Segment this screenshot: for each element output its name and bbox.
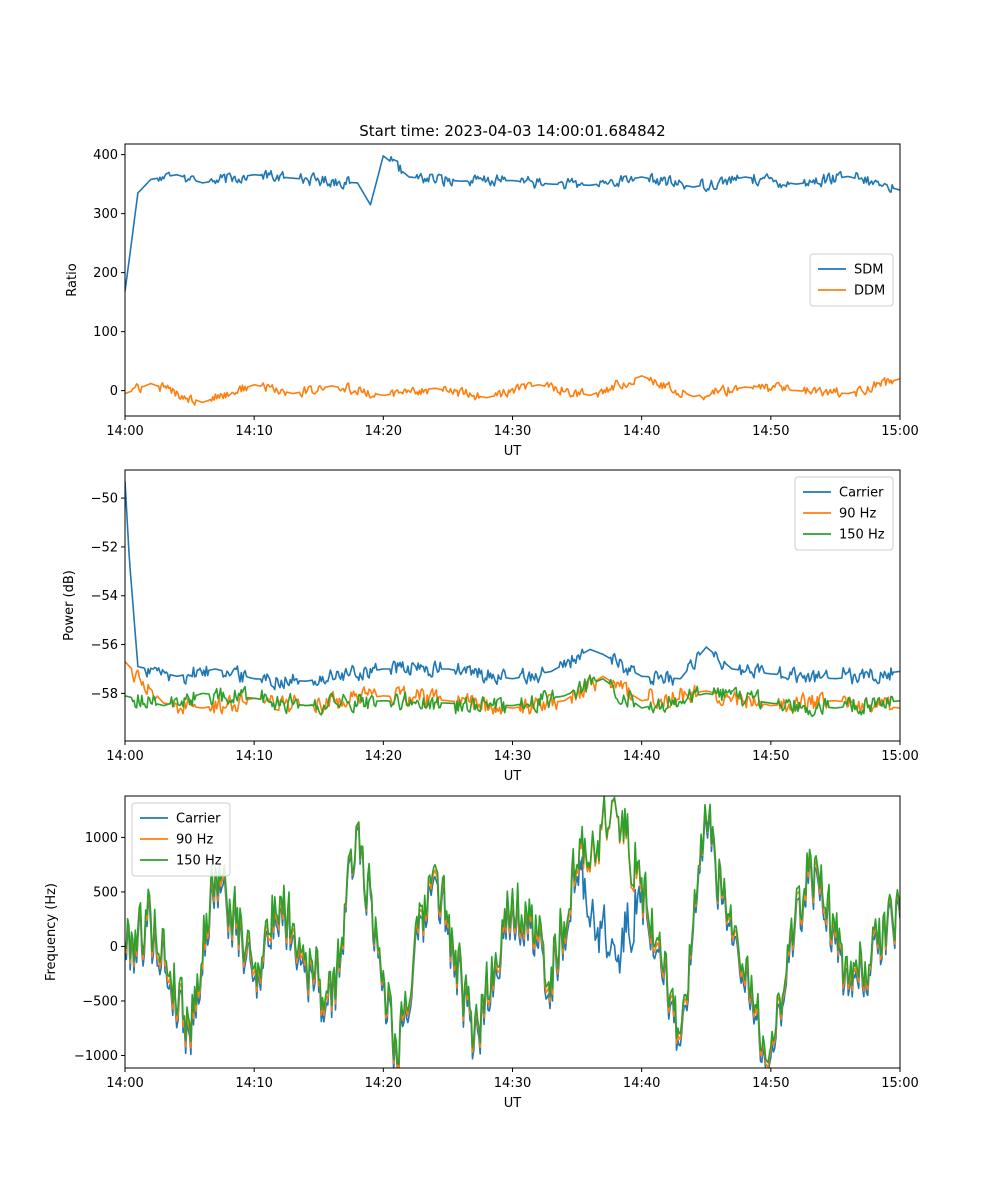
x-tick-label: 14:30	[494, 424, 531, 439]
x-axis-label: UT	[504, 769, 522, 784]
x-tick-label: 14:50	[752, 1076, 789, 1091]
legend: Carrier 90 Hz 150 Hz	[794, 476, 894, 551]
x-tick-label: 14:50	[752, 749, 789, 764]
panel-power: 14:00 14:10 14:20 14:30 14:40 14:50 15:00 −58 −5…	[62, 469, 919, 784]
plot-area	[125, 155, 900, 406]
series-line-90-hz	[125, 796, 900, 1068]
x-tick-label: 15:00	[881, 749, 918, 764]
legend-label: 90 Hz	[176, 833, 213, 848]
y-tick-label: 400	[93, 148, 118, 163]
x-tick-label: 14:10	[235, 1076, 272, 1091]
y-axis-label: Frequency (Hz)	[44, 883, 59, 981]
legend-label: Carrier	[176, 812, 221, 827]
legend: Carrier 90 Hz 150 Hz	[131, 802, 231, 877]
panel-ratio: 14:00 14:10 14:20 14:30 14:40 14:50 15:00 0 100 2…	[65, 143, 919, 459]
x-axis-label: UT	[504, 1096, 522, 1111]
legend-label: SDM	[854, 263, 883, 278]
x-tick-label: 14:20	[365, 749, 402, 764]
series-line-carrier	[125, 810, 900, 1068]
y-tick-label: 0	[110, 940, 118, 955]
y-tick-label: 500	[93, 885, 118, 900]
series-line-150-hz	[125, 796, 900, 1065]
x-tick-label: 15:00	[881, 1076, 918, 1091]
y-axis-label: Ratio	[65, 263, 80, 296]
panel-frequency: 14:00 14:10 14:20 14:30 14:40 14:50 15:00 −1000…	[44, 795, 919, 1111]
legend-label: 150 Hz	[176, 854, 222, 869]
x-tick-label: 14:50	[752, 424, 789, 439]
y-tick-label: −500	[82, 994, 118, 1009]
series-line-sdm	[125, 155, 900, 292]
x-tick-label: 14:00	[106, 424, 143, 439]
legend-box	[794, 476, 894, 551]
y-tick-label: 0	[110, 384, 118, 399]
plot-area	[125, 480, 900, 718]
y-tick-label: −56	[91, 638, 118, 653]
x-tick-label: 14:20	[365, 424, 402, 439]
x-axis-label: UT	[504, 444, 522, 459]
x-tick-label: 15:00	[881, 424, 918, 439]
x-tick-label: 14:00	[106, 749, 143, 764]
legend-label: 90 Hz	[839, 507, 876, 522]
legend-label: DDM	[854, 284, 885, 299]
y-tick-label: −50	[91, 492, 118, 507]
legend-label: Carrier	[839, 486, 884, 501]
y-tick-label: 100	[93, 325, 118, 340]
legend-box	[131, 802, 231, 877]
plot-area	[125, 796, 900, 1068]
y-tick-label: −52	[91, 540, 118, 555]
series-line-ddm	[125, 375, 900, 406]
y-tick-label: 200	[93, 266, 118, 281]
y-tick-label: 300	[93, 207, 118, 222]
y-tick-label: −58	[91, 687, 118, 702]
series-line-carrier	[125, 480, 900, 691]
figure-title: Start time: 2023-04-03 14:00:01.684842	[359, 122, 665, 140]
y-tick-label: −1000	[74, 1049, 118, 1064]
x-tick-label: 14:40	[623, 749, 660, 764]
y-axis-label: Power (dB)	[62, 570, 77, 641]
legend-label: 150 Hz	[839, 528, 885, 543]
x-tick-label: 14:20	[365, 1076, 402, 1091]
y-tick-label: 1000	[85, 831, 118, 846]
x-tick-label: 14:00	[106, 1076, 143, 1091]
x-tick-label: 14:40	[623, 424, 660, 439]
y-tick-label: −54	[91, 589, 118, 604]
x-tick-label: 14:40	[623, 1076, 660, 1091]
x-tick-label: 14:30	[494, 749, 531, 764]
legend-box	[809, 253, 894, 307]
legend: SDM DDM	[809, 253, 894, 307]
series-line-150-hz	[125, 674, 900, 718]
x-tick-label: 14:30	[494, 1076, 531, 1091]
x-tick-label: 14:10	[235, 424, 272, 439]
x-tick-label: 14:10	[235, 749, 272, 764]
